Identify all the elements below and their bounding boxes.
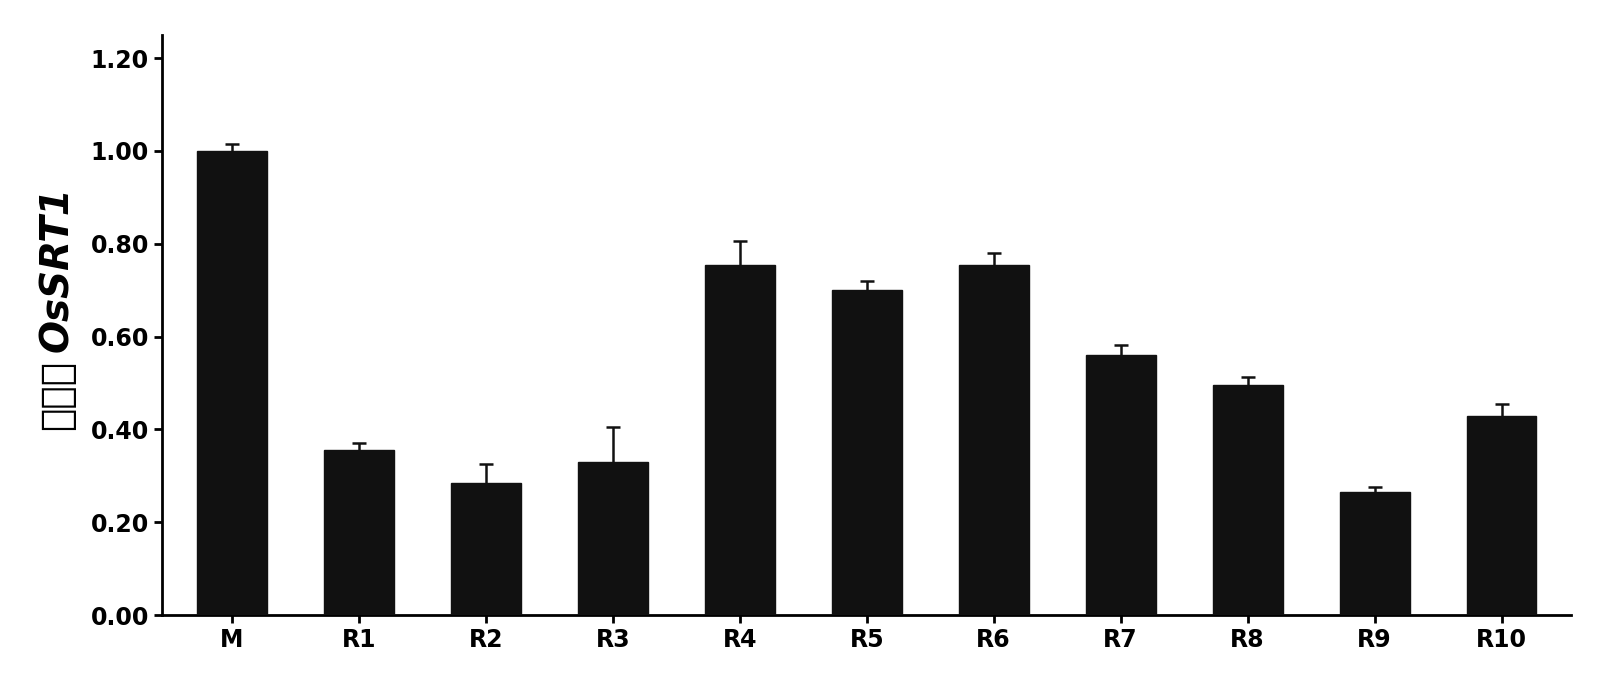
Bar	[705, 265, 774, 615]
Bar	[1466, 415, 1536, 615]
Bar	[578, 462, 648, 615]
Bar	[1213, 385, 1283, 615]
Bar	[450, 483, 520, 615]
Bar	[831, 290, 902, 615]
Text: 表达量: 表达量	[37, 360, 76, 430]
Bar	[324, 450, 394, 615]
Bar	[1340, 492, 1409, 615]
Bar	[198, 151, 267, 615]
Bar	[1085, 355, 1155, 615]
Bar	[959, 265, 1029, 615]
Text: OsSRT1: OsSRT1	[37, 186, 76, 352]
